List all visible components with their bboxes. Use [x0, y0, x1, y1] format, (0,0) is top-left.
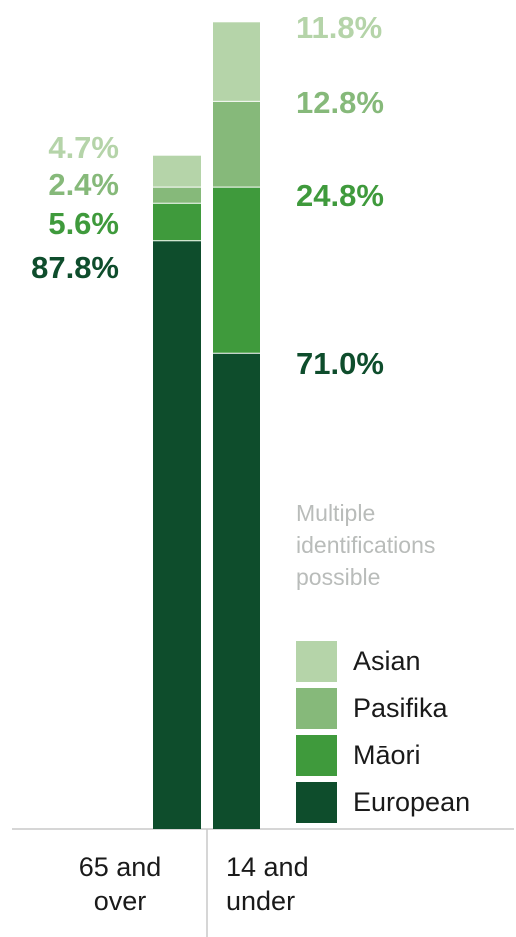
bar-14-and-under-maori	[213, 187, 260, 354]
category-label-line: under	[226, 886, 296, 916]
legend-item-european: European	[296, 781, 470, 824]
note-line-2: identifications	[296, 532, 436, 558]
legend-item-maori: Māori	[296, 734, 470, 777]
data-label-65-and-over-asian: 4.7%	[48, 130, 119, 165]
multiple-identifications-note: Multiple identifications possible	[296, 497, 511, 593]
data-label-65-and-over-maori: 5.6%	[48, 206, 119, 241]
bar-14-and-under-pasifika	[213, 101, 260, 188]
bar-65-and-over-pasifika	[153, 187, 201, 204]
category-label-65-and-over: 65 and over	[40, 850, 200, 918]
legend-swatch-pasifika	[296, 688, 337, 729]
category-label-line: over	[93, 886, 147, 916]
data-label-65-and-over-pasifika: 2.4%	[48, 167, 119, 202]
legend-swatch-european	[296, 782, 337, 823]
category-label-line: 14 and	[226, 852, 309, 882]
bar-14-and-under-european	[213, 353, 260, 829]
legend-item-pasifika: Pasifika	[296, 687, 470, 730]
legend-item-asian: Asian	[296, 640, 470, 683]
data-label-65-and-over-european: 87.8%	[31, 250, 119, 285]
data-label-14-and-under-european: 71.0%	[296, 346, 384, 381]
note-line-1: Multiple	[296, 500, 376, 526]
legend: Asian Pasifika Māori European	[296, 640, 470, 828]
note-line-3: possible	[296, 564, 381, 590]
category-label-14-and-under: 14 and under	[212, 850, 326, 918]
legend-swatch-asian	[296, 641, 337, 682]
legend-swatch-maori	[296, 735, 337, 776]
bar-14-and-under-asian	[213, 22, 260, 102]
category-label-line: 65 and	[78, 852, 162, 882]
legend-label-european: European	[353, 787, 471, 817]
legend-label-maori: Māori	[353, 740, 421, 770]
legend-label-pasifika: Pasifika	[353, 693, 448, 723]
data-label-14-and-under-asian: 11.8%	[296, 10, 382, 45]
data-label-14-and-under-maori: 24.8%	[296, 178, 384, 213]
legend-label-asian: Asian	[353, 646, 421, 676]
bar-65-and-over-asian	[153, 155, 201, 188]
bar-65-and-over-european	[153, 240, 201, 829]
bar-65-and-over-maori	[153, 203, 201, 241]
data-label-14-and-under-pasifika: 12.8%	[296, 85, 384, 120]
